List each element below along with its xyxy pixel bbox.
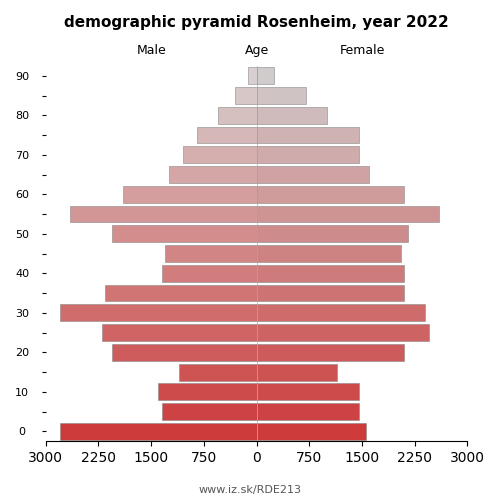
- Bar: [158, 384, 256, 400]
- Bar: [256, 146, 358, 163]
- Bar: [256, 344, 404, 361]
- Bar: [106, 284, 256, 302]
- Bar: [256, 126, 358, 144]
- Bar: [60, 304, 256, 322]
- Text: Age: Age: [244, 44, 268, 57]
- Bar: [197, 126, 256, 144]
- Bar: [248, 68, 256, 84]
- Bar: [180, 364, 256, 380]
- Bar: [218, 107, 256, 124]
- Bar: [256, 206, 440, 222]
- Bar: [236, 87, 256, 104]
- Title: demographic pyramid Rosenheim, year 2022: demographic pyramid Rosenheim, year 2022: [64, 15, 449, 30]
- Text: Female: Female: [340, 44, 384, 57]
- Bar: [256, 403, 358, 420]
- Bar: [256, 245, 400, 262]
- Bar: [256, 107, 327, 124]
- Bar: [70, 206, 256, 222]
- Bar: [256, 265, 404, 281]
- Text: www.iz.sk/RDE213: www.iz.sk/RDE213: [198, 485, 302, 495]
- Bar: [112, 226, 256, 242]
- Bar: [256, 284, 404, 302]
- Bar: [123, 186, 256, 202]
- Bar: [183, 146, 256, 163]
- Bar: [112, 344, 256, 361]
- Bar: [256, 186, 404, 202]
- Bar: [256, 384, 358, 400]
- Bar: [256, 68, 274, 84]
- Bar: [256, 226, 408, 242]
- Bar: [256, 166, 369, 183]
- Bar: [162, 403, 256, 420]
- Bar: [256, 87, 306, 104]
- Bar: [256, 423, 366, 440]
- Bar: [168, 166, 256, 183]
- Bar: [102, 324, 256, 341]
- Text: Male: Male: [136, 44, 166, 57]
- Bar: [256, 304, 426, 322]
- Bar: [60, 423, 256, 440]
- Bar: [256, 364, 338, 380]
- Bar: [256, 324, 429, 341]
- Bar: [165, 245, 256, 262]
- Bar: [162, 265, 256, 281]
